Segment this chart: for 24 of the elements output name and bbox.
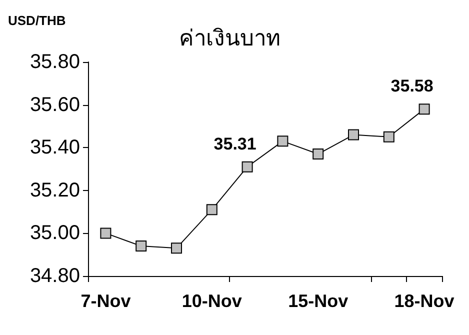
x-tick-label: 7-Nov <box>80 291 131 311</box>
y-tick-label: 35.00 <box>30 222 80 244</box>
data-label: 35.31 <box>214 134 256 154</box>
x-tick-label: 15-Nov <box>288 291 348 311</box>
point <box>383 131 394 142</box>
data-label: 35.58 <box>390 76 434 96</box>
y-tick-label: 35.20 <box>30 179 80 202</box>
y-axis-title: USD/THB <box>8 13 66 28</box>
y-tick-label: 35.40 <box>30 136 80 159</box>
point <box>348 129 359 140</box>
point <box>206 204 218 216</box>
y-tick-label: 35.60 <box>30 94 80 116</box>
x-tick-label: 10-Nov <box>182 291 242 311</box>
y-tick-label: 35.80 <box>30 51 80 73</box>
point <box>136 240 147 252</box>
point <box>242 161 253 172</box>
point <box>312 148 324 160</box>
x-tick-label: 18-Nov <box>394 291 454 311</box>
chart-title: ค่าเงินบาท <box>179 26 281 50</box>
y-tick-label: 34.80 <box>30 265 80 287</box>
point <box>418 104 430 115</box>
point <box>171 242 182 254</box>
point <box>277 136 288 147</box>
point <box>100 228 112 239</box>
